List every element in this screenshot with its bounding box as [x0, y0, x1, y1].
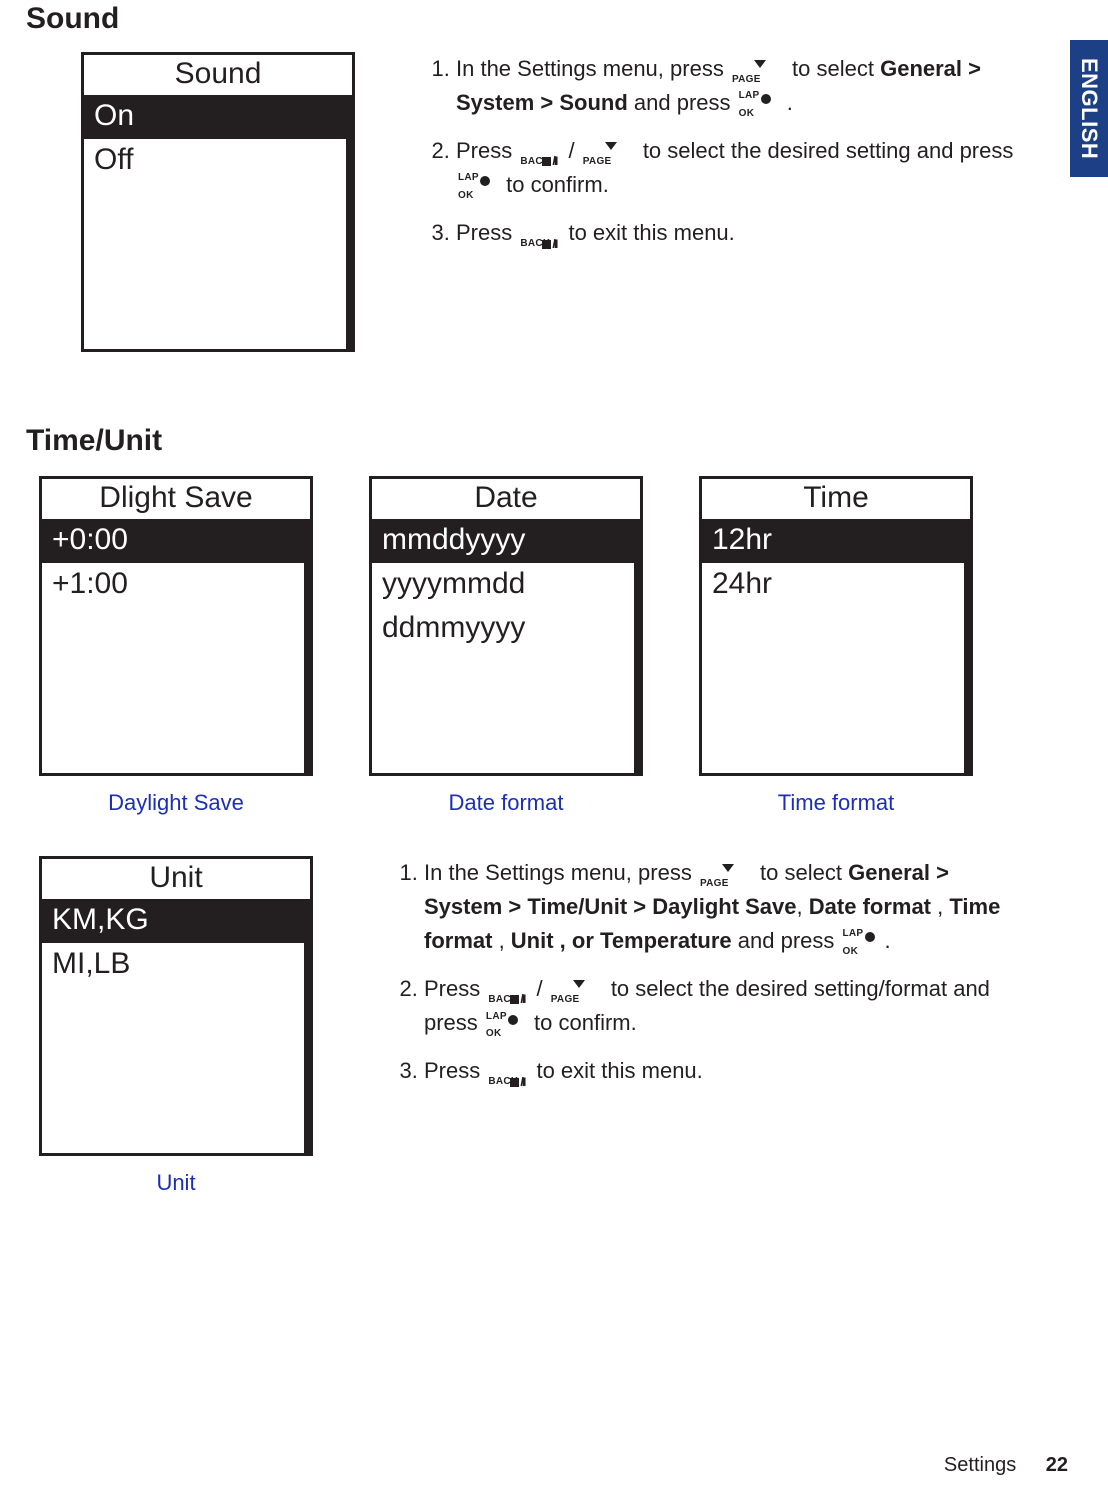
screen-title: Dlight Save [42, 479, 310, 519]
screen-title: Time [702, 479, 970, 519]
scrollbar [634, 519, 640, 773]
screen-unit: Unit KM,KG MI,LB [39, 856, 313, 1156]
option[interactable]: KM,KG [42, 899, 304, 943]
heading-timeunit: Time/Unit [26, 422, 1082, 458]
option[interactable]: mmddyyyy [372, 519, 634, 563]
scrollbar [304, 899, 310, 1153]
screen-title: Unit [42, 859, 310, 899]
screen-date: Date mmddyyyy yyyymmdd ddmmyyyy [369, 476, 643, 776]
page-down-icon: PAGE [700, 860, 752, 888]
language-tab: ENGLISH [1070, 40, 1108, 177]
option[interactable]: ddmmyyyy [372, 607, 640, 651]
lap-ok-icon: LAPOK [486, 1011, 526, 1039]
page-down-icon: PAGE [583, 138, 635, 166]
lap-ok-icon: LAPOK [458, 172, 498, 200]
sound-step-3: Press /IIBACK to exit this menu. [456, 216, 1051, 250]
scrollbar [304, 519, 310, 773]
sound-step-2: Press /IIBACK / PAGE to select the desir… [456, 134, 1051, 202]
lap-ok-icon: LAPOK [843, 928, 883, 956]
option[interactable]: yyyymmdd [372, 563, 640, 607]
caption-unit: Unit [26, 1170, 326, 1196]
footer-page: 22 [1046, 1454, 1068, 1476]
option-on[interactable]: On [84, 95, 346, 139]
caption-date: Date format [356, 790, 656, 816]
back-icon: /IIBACK [488, 1059, 528, 1087]
timeunit-step-2: Press /IIBACK / PAGE to select the desir… [424, 972, 1019, 1040]
back-icon: /IIBACK [488, 976, 528, 1004]
page-down-icon: PAGE [732, 56, 784, 84]
option-off[interactable]: Off [84, 139, 352, 183]
screen-title: Date [372, 479, 640, 519]
screen-dlight: Dlight Save +0:00 +1:00 [39, 476, 313, 776]
scrollbar [346, 95, 352, 349]
timeunit-step-3: Press /IIBACK to exit this menu. [424, 1054, 1019, 1088]
timeunit-step-1: In the Settings menu, press PAGE to sele… [424, 856, 1019, 958]
caption-dlight: Daylight Save [26, 790, 326, 816]
heading-sound: Sound [26, 0, 1082, 36]
option[interactable]: +0:00 [42, 519, 304, 563]
footer: Settings 22 [944, 1454, 1068, 1477]
scrollbar [964, 519, 970, 773]
option[interactable]: +1:00 [42, 563, 310, 607]
screen-time: Time 12hr 24hr [699, 476, 973, 776]
option[interactable]: MI,LB [42, 943, 310, 987]
back-icon: /IIBACK [520, 221, 560, 249]
caption-time: Time format [686, 790, 986, 816]
sound-steps: In the Settings menu, press PAGE to sele… [428, 52, 1051, 264]
lap-ok-icon: LAPOK [739, 90, 779, 118]
timeunit-steps: In the Settings menu, press PAGE to sele… [396, 856, 1019, 1103]
option[interactable]: 24hr [702, 563, 970, 607]
screen-sound: Sound On Off [81, 52, 355, 352]
sound-step-1: In the Settings menu, press PAGE to sele… [456, 52, 1051, 120]
page-down-icon: PAGE [551, 976, 603, 1004]
screen-title: Sound [84, 55, 352, 95]
option[interactable]: 12hr [702, 519, 964, 563]
back-icon: /IIBACK [520, 138, 560, 166]
footer-label: Settings [944, 1454, 1016, 1476]
